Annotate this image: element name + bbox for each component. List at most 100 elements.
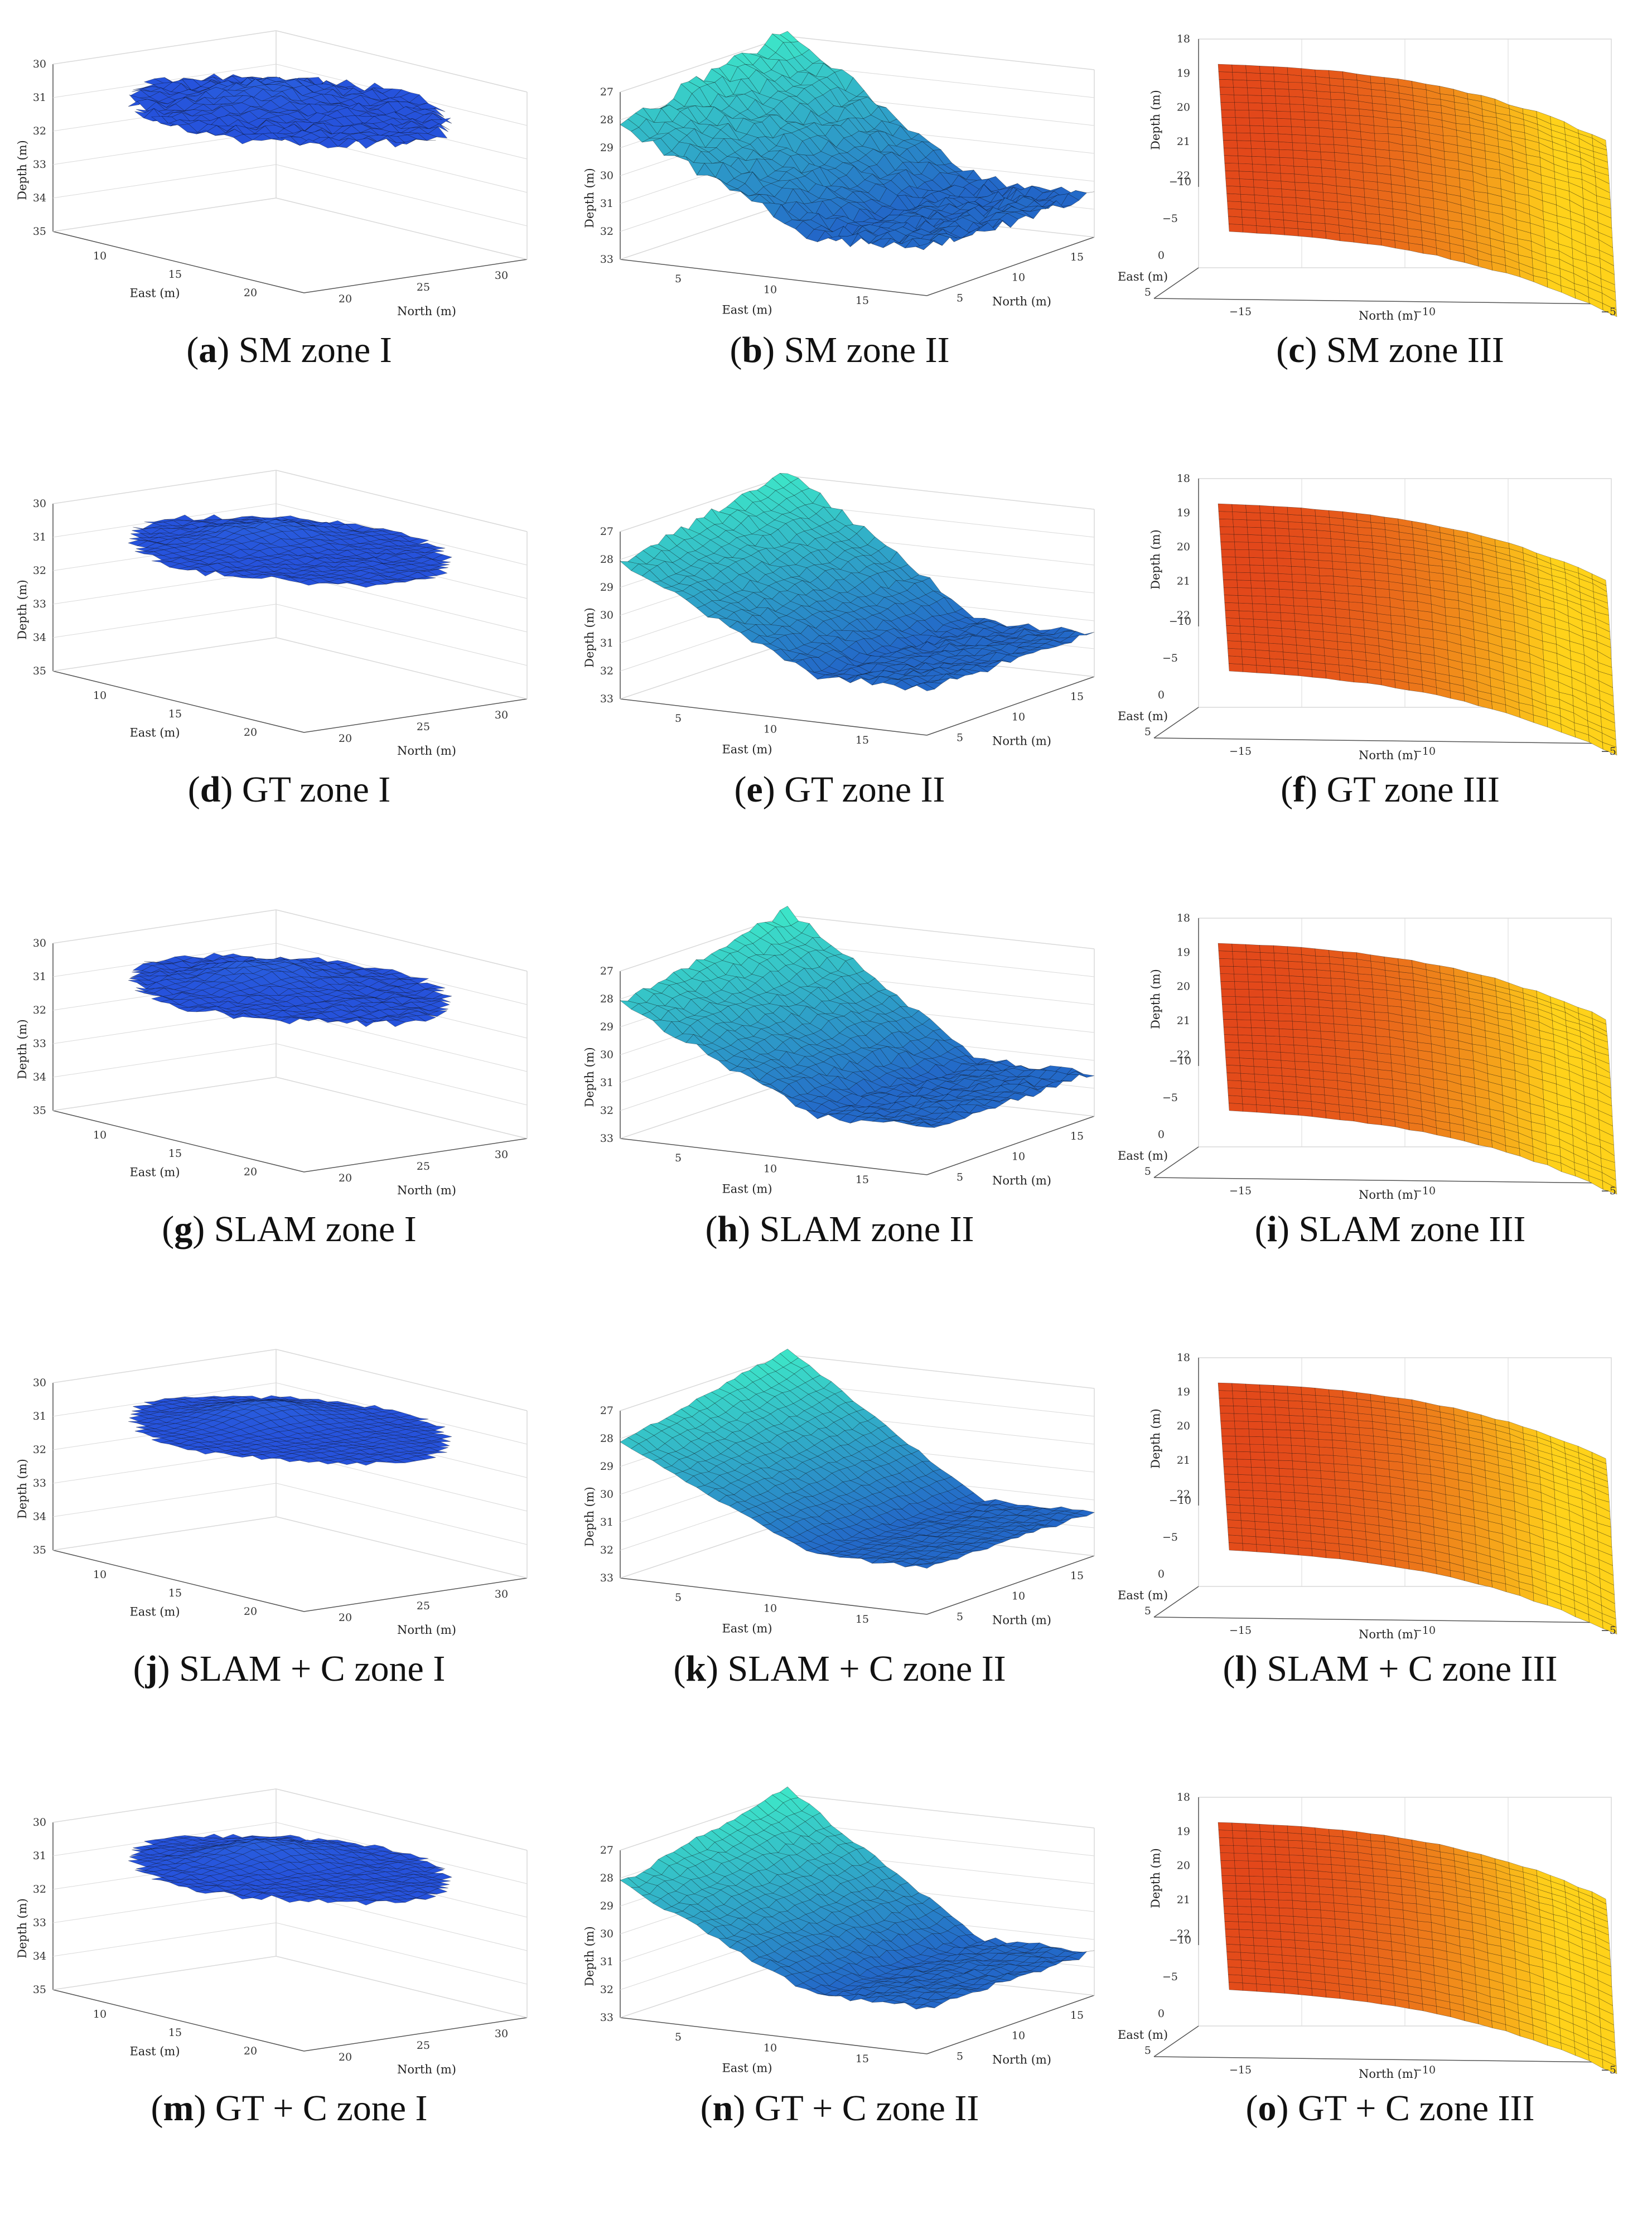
panel-caption-n: (n) GT + C zone II — [564, 2087, 1115, 2130]
x-tick-label: 15 — [168, 268, 182, 281]
y-axis-label: North (m) — [992, 2053, 1051, 2067]
panel-caption-l: (l) SLAM + C zone III — [1115, 1648, 1652, 1690]
y-tick-label: 25 — [417, 721, 430, 733]
z-axis-label: Depth (m) — [16, 1898, 29, 1958]
panel-caption-e: (e) GT zone II — [564, 769, 1115, 811]
caption-close-paren: ) — [1245, 1648, 1267, 1689]
z-tick-label: 31 — [600, 1077, 614, 1089]
z-tick-label: 29 — [600, 1900, 614, 1912]
z-tick-label: 31 — [33, 971, 46, 983]
z-tick-label: 20 — [1177, 541, 1190, 553]
caption-close-paren: ) — [192, 1209, 214, 1250]
y-axis-label: North (m) — [1359, 309, 1418, 321]
z-tick-label: 18 — [1177, 1352, 1190, 1364]
y-tick-label: −5 — [1601, 2064, 1616, 2076]
z-tick-label: 20 — [1177, 981, 1190, 993]
z-tick-label: 28 — [600, 1872, 614, 1884]
x-tick-label: 15 — [856, 2053, 869, 2065]
x-axis-label: East (m) — [129, 726, 180, 740]
depth-surface-a — [128, 74, 452, 148]
caption-letter: h — [717, 1209, 738, 1250]
y-tick-label: 15 — [1070, 2009, 1084, 2022]
caption-text: GT zone II — [784, 769, 945, 810]
y-tick-label: −5 — [1601, 306, 1616, 318]
y-tick-label: 5 — [957, 2050, 963, 2062]
z-tick-label: 34 — [33, 1950, 46, 1962]
panel-caption-c: (c) SM zone III — [1115, 329, 1652, 372]
x-axis-label: East (m) — [129, 287, 180, 300]
caption-text: SLAM zone II — [760, 1209, 974, 1250]
x-tick-label: 10 — [764, 1163, 777, 1175]
z-tick-label: 30 — [33, 937, 46, 949]
caption-open-paren: ( — [1255, 1209, 1267, 1250]
y-tick-label: 15 — [1070, 1130, 1084, 1142]
z-tick-label: 31 — [33, 1850, 46, 1862]
x-tick-label: 20 — [244, 1166, 257, 1178]
panel-caption-i: (i) SLAM zone III — [1115, 1208, 1652, 1251]
z-tick-label: 21 — [1177, 1015, 1190, 1027]
z-tick-label: 32 — [600, 1104, 614, 1117]
z-tick-label: 31 — [600, 637, 614, 649]
z-tick-label: 29 — [600, 1460, 614, 1473]
z-axis-label: Depth (m) — [583, 1926, 596, 1986]
x-axis-label: East (m) — [722, 303, 772, 316]
caption-open-paren: ( — [1223, 1648, 1235, 1689]
caption-letter: d — [200, 769, 221, 810]
caption-close-paren: ) — [763, 769, 784, 810]
y-tick-label: −5 — [1601, 745, 1616, 758]
y-axis-label: North (m) — [992, 735, 1051, 748]
x-tick-label: 20 — [244, 2045, 257, 2057]
y-tick-label: 5 — [957, 1171, 963, 1183]
z-tick-label: 35 — [33, 225, 46, 238]
z-tick-label: 19 — [1177, 1825, 1190, 1837]
z-tick-label: 18 — [1177, 33, 1190, 45]
caption-open-paren: ( — [188, 769, 200, 810]
y-axis-label: North (m) — [1359, 1188, 1418, 1200]
z-tick-label: 30 — [600, 1049, 614, 1061]
caption-letter: g — [174, 1209, 192, 1250]
depth-surface-i — [1218, 943, 1617, 1194]
z-tick-label: 33 — [600, 1132, 614, 1145]
z-axis-label: Depth (m) — [1149, 90, 1162, 150]
x-tick-label: 15 — [856, 1613, 869, 1625]
z-tick-label: 27 — [600, 1405, 614, 1417]
caption-letter: f — [1293, 769, 1305, 810]
z-tick-label: 34 — [33, 1071, 46, 1083]
panel-caption-o: (o) GT + C zone III — [1115, 2087, 1652, 2130]
caption-text: GT zone III — [1327, 769, 1500, 810]
x-tick-label: 15 — [856, 1174, 869, 1186]
y-tick-label: 30 — [495, 709, 508, 721]
y-tick-label: 5 — [957, 1610, 963, 1623]
x-axis-label: East (m) — [129, 1166, 180, 1179]
caption-letter: j — [146, 1648, 158, 1689]
panel-caption-k: (k) SLAM + C zone II — [564, 1648, 1115, 1690]
depth-surface-b — [620, 31, 1094, 250]
x-tick-label: 15 — [856, 295, 869, 307]
z-tick-label: 27 — [600, 1844, 614, 1856]
y-tick-label: 25 — [417, 2039, 430, 2052]
caption-close-paren: ) — [1305, 330, 1326, 370]
depth-surface-g — [128, 953, 452, 1027]
x-tick-label: 20 — [244, 1605, 257, 1618]
caption-close-paren: ) — [194, 2088, 215, 2129]
z-tick-label: 27 — [600, 525, 614, 538]
y-tick-label: −5 — [1601, 1185, 1616, 1197]
caption-letter: a — [199, 330, 217, 370]
x-tick-label: 5 — [675, 712, 682, 725]
z-tick-label: 32 — [33, 1004, 46, 1016]
z-tick-label: 18 — [1177, 912, 1190, 924]
x-tick-label: −5 — [1162, 213, 1178, 225]
caption-text: SM zone II — [784, 330, 950, 370]
z-tick-label: 33 — [600, 253, 614, 266]
z-axis-label: Depth (m) — [583, 1487, 596, 1547]
